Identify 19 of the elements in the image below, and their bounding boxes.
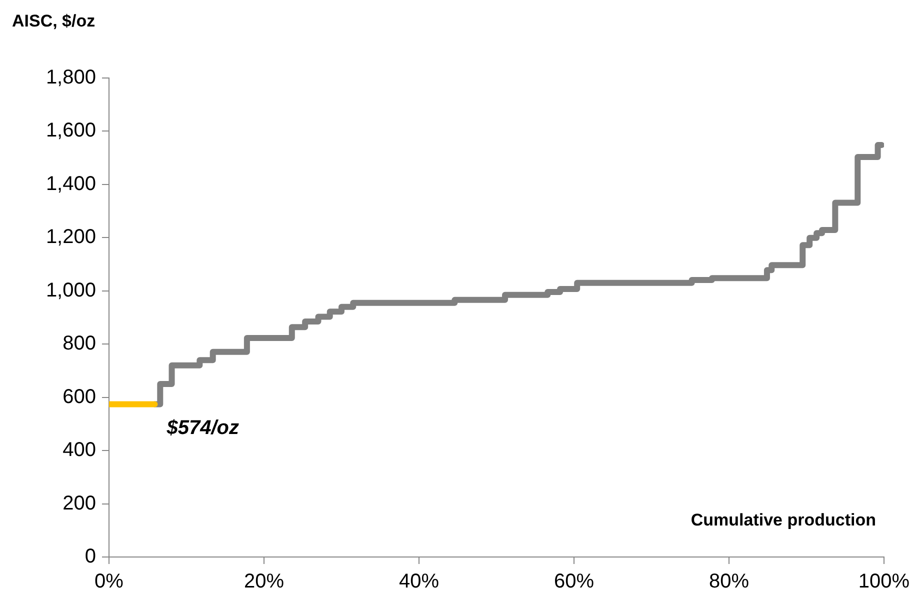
x-axis-title: Cumulative production — [690, 510, 876, 530]
y-tick-label: 1,600 — [46, 120, 96, 142]
y-axis-title: AISC, $/oz — [12, 12, 96, 31]
x-tick-label: 20% — [244, 570, 284, 593]
x-tick-label: 100% — [858, 570, 910, 593]
y-tick-label: 1,800 — [46, 66, 96, 89]
y-tick-label: 400 — [62, 439, 96, 462]
y-tick-label: 200 — [62, 492, 96, 514]
x-tick-label: 40% — [398, 570, 440, 593]
annotation: $574/oz — [166, 416, 239, 439]
y-tick-label: 800 — [62, 332, 96, 355]
x-tick-label: 60% — [554, 570, 594, 593]
y-tick-label: 1,400 — [46, 172, 96, 195]
x-tick-label: 0% — [94, 570, 124, 593]
y-tick-label: 0 — [84, 546, 96, 568]
y-tick-label: 1,200 — [46, 226, 96, 248]
y-tick-label: 1,000 — [46, 279, 96, 302]
y-tick-label: 600 — [62, 386, 96, 408]
x-tick-label: 80% — [708, 570, 750, 593]
